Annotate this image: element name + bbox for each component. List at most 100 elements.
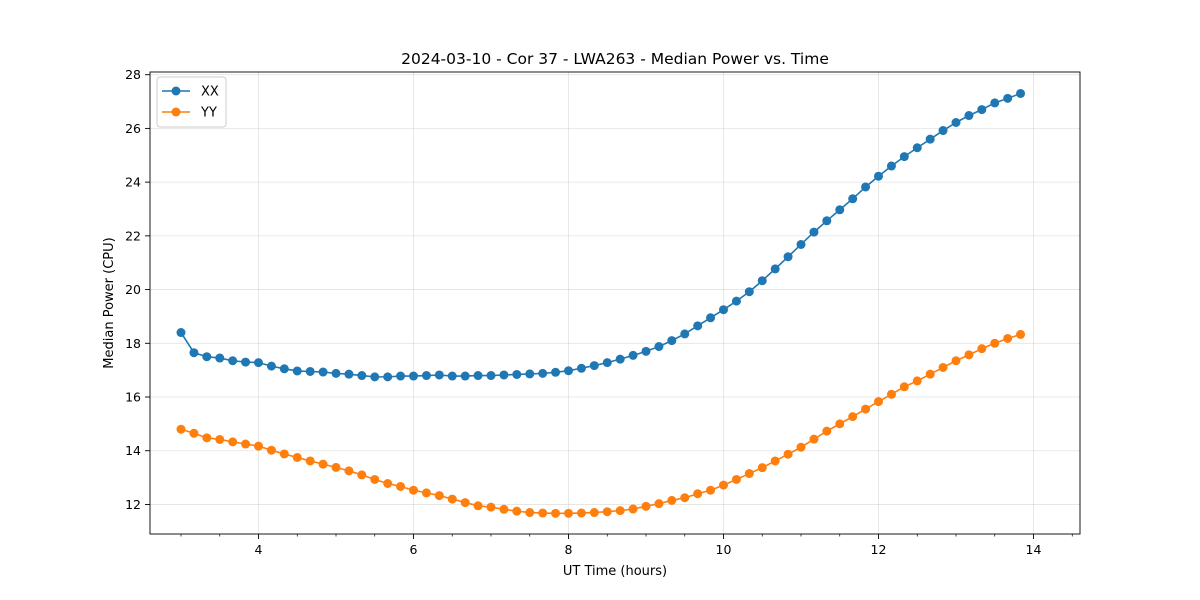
data-point-yy [564,508,573,518]
data-point-xx [254,358,263,368]
y-tick-label: 26 [125,121,141,136]
data-point-yy [990,338,1000,348]
data-point-xx [912,143,922,153]
data-point-yy [925,369,935,379]
data-point-xx [383,372,393,382]
data-point-xx [396,371,406,381]
data-point-xx [809,227,819,237]
data-point-xx [693,321,703,331]
data-point-xx [460,371,470,381]
data-point-yy [770,456,780,466]
data-point-yy [189,428,199,438]
x-tick-label: 10 [716,542,732,557]
data-point-yy [331,462,341,472]
data-point-yy [757,463,767,473]
data-point-xx [848,194,858,204]
data-point-xx [473,371,483,381]
data-point-xx [899,152,909,162]
data-point-yy [460,498,470,508]
data-point-yy [305,456,315,466]
y-tick-label: 24 [125,175,141,190]
data-point-yy [667,495,677,505]
y-tick-label: 12 [125,497,141,512]
data-point-yy [357,470,367,480]
data-point-yy [279,449,289,459]
x-tick-label: 6 [410,542,418,557]
data-point-yy [615,506,625,516]
data-point-yy [977,344,987,354]
x-tick-label: 4 [255,542,263,557]
data-point-xx [305,366,315,376]
data-point-xx [744,287,754,297]
data-point-xx [344,369,354,379]
data-point-yy [370,474,380,484]
data-point-xx [719,305,728,315]
y-tick-label: 20 [125,282,141,297]
grid [150,72,1080,534]
data-point-yy [1016,329,1026,339]
data-point-xx [564,366,573,376]
data-point-yy [899,382,909,392]
data-point-yy [447,494,457,504]
data-point-xx [951,118,961,127]
data-point-yy [589,508,599,518]
data-point-xx [189,348,199,358]
data-point-yy [241,439,251,449]
data-point-yy [641,501,651,511]
data-point-yy [693,489,703,499]
data-point-yy [796,442,806,452]
data-point-yy [254,441,263,451]
data-point-yy [228,437,238,447]
data-point-xx [861,182,871,192]
data-point-xx [499,370,509,380]
data-point-xx [654,342,664,352]
data-point-yy [809,434,819,444]
data-point-yy [1003,333,1013,343]
data-point-xx [977,105,987,115]
data-point-yy [551,508,561,518]
data-point-xx [512,369,522,379]
data-point-yy [292,452,302,462]
data-point-xx [667,336,677,346]
data-point-yy [848,412,858,422]
data-point-xx [757,276,767,286]
data-point-xx [1016,88,1026,98]
data-point-yy [822,426,832,436]
data-point-xx [241,357,251,367]
y-tick-label: 22 [125,228,141,243]
chart-title: 2024-03-10 - Cor 37 - LWA263 - Median Po… [401,50,829,68]
data-point-xx [551,367,561,377]
y-tick-label: 16 [125,390,141,405]
data-point-yy [835,419,845,429]
data-point-xx [421,371,431,381]
axis-ticks: 4 6 8 10 12 14 12 14 16 18 20 22 24 26 28 [125,67,1073,557]
data-point-xx [176,328,186,338]
data-point-xx [925,134,935,144]
data-point-yy [512,506,522,516]
data-point-yy [473,501,483,511]
data-point-xx [434,370,444,380]
data-point-xx [602,358,612,368]
data-point-yy [783,449,793,459]
data-point-xx [538,368,548,378]
data-point-yy [318,459,328,469]
plot-series [176,88,1026,518]
data-point-yy [576,508,586,518]
data-point-yy [396,481,406,491]
data-point-yy [202,433,212,443]
y-tick-label: 28 [125,67,141,82]
data-point-xx [228,356,238,366]
legend-marker-yy [171,107,181,117]
data-point-xx [279,364,289,374]
x-tick-label: 12 [871,542,887,557]
data-point-yy [719,480,728,490]
data-point-xx [990,98,1000,108]
data-point-xx [731,296,741,306]
data-point-xx [1003,93,1013,103]
data-point-yy [602,507,612,517]
data-point-yy [383,479,393,488]
data-point-xx [447,371,457,381]
data-point-xx [770,264,780,274]
data-point-yy [434,491,444,501]
